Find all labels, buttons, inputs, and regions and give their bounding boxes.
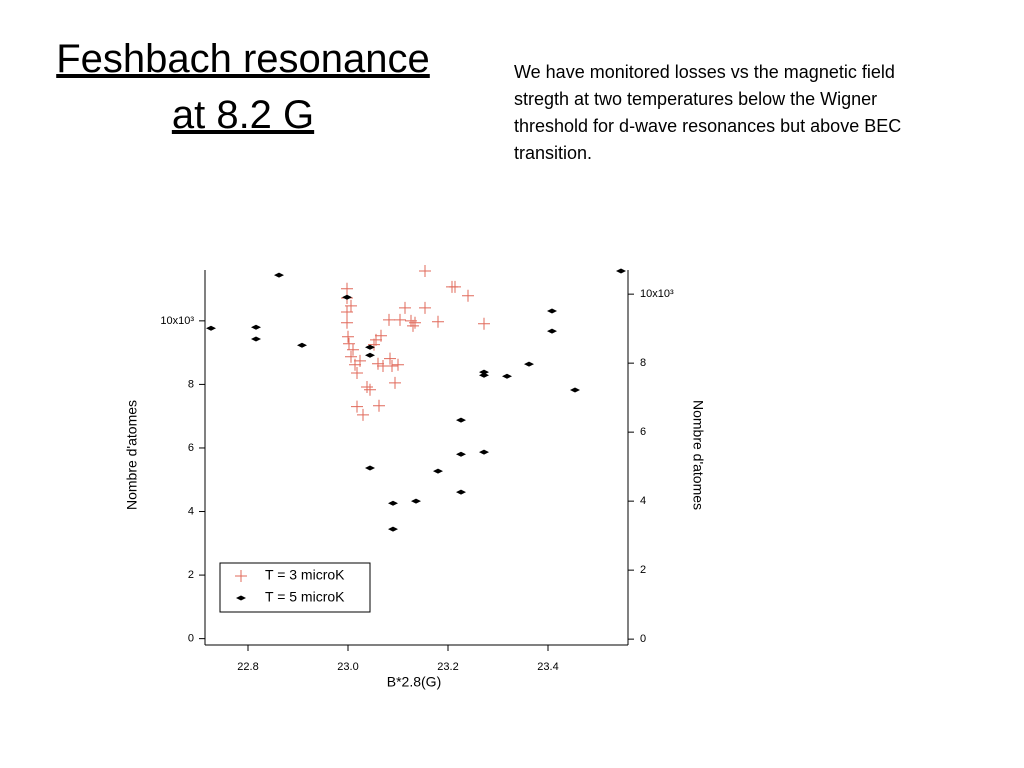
data-point [388, 526, 398, 532]
data-point [373, 399, 385, 412]
data-point [388, 500, 398, 506]
data-point [462, 289, 474, 302]
data-point [345, 299, 357, 312]
body-text: stregth at two temperatures below the Wi… [514, 89, 878, 109]
y-tick-label: 2 [188, 569, 194, 581]
data-point [345, 350, 357, 363]
y-tick-label: 4 [188, 505, 194, 517]
data-point [251, 324, 261, 330]
data-point [354, 354, 366, 367]
data-point [409, 316, 421, 329]
data-point [375, 329, 387, 342]
data-point [449, 280, 461, 293]
data-point [342, 330, 354, 343]
data-point [479, 372, 489, 378]
data-point [357, 408, 369, 421]
data-point [419, 264, 431, 277]
data-point [389, 376, 401, 389]
data-point [372, 357, 384, 370]
y-tick-label: 6 [188, 442, 194, 454]
slide-title: at 8.2 G [171, 93, 315, 137]
x-tick-label: 22.8 [237, 661, 258, 673]
data-point [570, 387, 580, 393]
data-point [478, 317, 490, 330]
y-tick-label: 10x10³ [160, 315, 194, 327]
data-point [351, 366, 363, 379]
y-axis-label: Nombre d'atomes [124, 400, 140, 510]
data-point [365, 352, 375, 358]
data-point [547, 328, 557, 334]
x-axis-label: B*2.8(G) [387, 674, 441, 690]
legend-box [219, 562, 371, 613]
legend-label: T = 5 microK [265, 589, 345, 605]
data-point [419, 301, 431, 314]
data-point [274, 272, 284, 278]
y-tick-label: 0 [188, 633, 194, 645]
legend-marker [236, 595, 246, 601]
data-point [411, 498, 421, 504]
y2-tick-label: 2 [640, 564, 646, 576]
data-point [351, 400, 363, 413]
data-point [547, 308, 557, 314]
data-point [456, 489, 466, 495]
slide-title: Feshbach resonance [56, 37, 430, 81]
y-tick-label: 8 [188, 378, 194, 390]
data-point [394, 313, 406, 326]
y2-tick-label: 8 [640, 357, 646, 369]
data-point [433, 468, 443, 474]
y2-tick-label: 6 [640, 426, 646, 438]
legend-marker [235, 570, 247, 582]
data-point [384, 352, 396, 365]
data-point [341, 316, 353, 329]
data-point [524, 361, 534, 367]
body-text: We have monitored losses vs the magnetic… [514, 62, 895, 82]
y2-tick-label: 4 [640, 495, 646, 507]
data-point [297, 342, 307, 348]
data-point [383, 313, 395, 326]
x-tick-label: 23.2 [437, 661, 458, 673]
data-point [399, 301, 411, 314]
data-point [456, 417, 466, 423]
data-point [456, 451, 466, 457]
x-tick-label: 23.0 [337, 661, 358, 673]
data-point [364, 383, 376, 396]
data-point [392, 358, 404, 371]
y2-axis-label: Nombre d'atomes [690, 400, 706, 510]
data-point [347, 343, 359, 356]
data-point [432, 315, 444, 328]
body-text: threshold for d-wave resonances but abov… [514, 116, 902, 136]
legend-label: T = 3 microK [265, 567, 345, 583]
data-point [342, 294, 352, 300]
data-point [365, 344, 375, 350]
data-point [368, 338, 380, 351]
data-point [365, 465, 375, 471]
data-point [407, 319, 419, 332]
body-text: transition. [514, 143, 593, 163]
x-tick-label: 23.4 [537, 661, 558, 673]
data-point [386, 359, 398, 372]
data-point [502, 373, 512, 379]
y2-tick-label: 10x10³ [640, 288, 674, 300]
data-point [616, 268, 626, 274]
data-point [343, 337, 355, 350]
data-point [479, 369, 489, 375]
data-point [206, 325, 216, 331]
data-point [479, 449, 489, 455]
data-point [341, 305, 353, 318]
data-point [251, 336, 261, 342]
y2-tick-label: 0 [640, 633, 646, 645]
data-point [361, 380, 373, 393]
